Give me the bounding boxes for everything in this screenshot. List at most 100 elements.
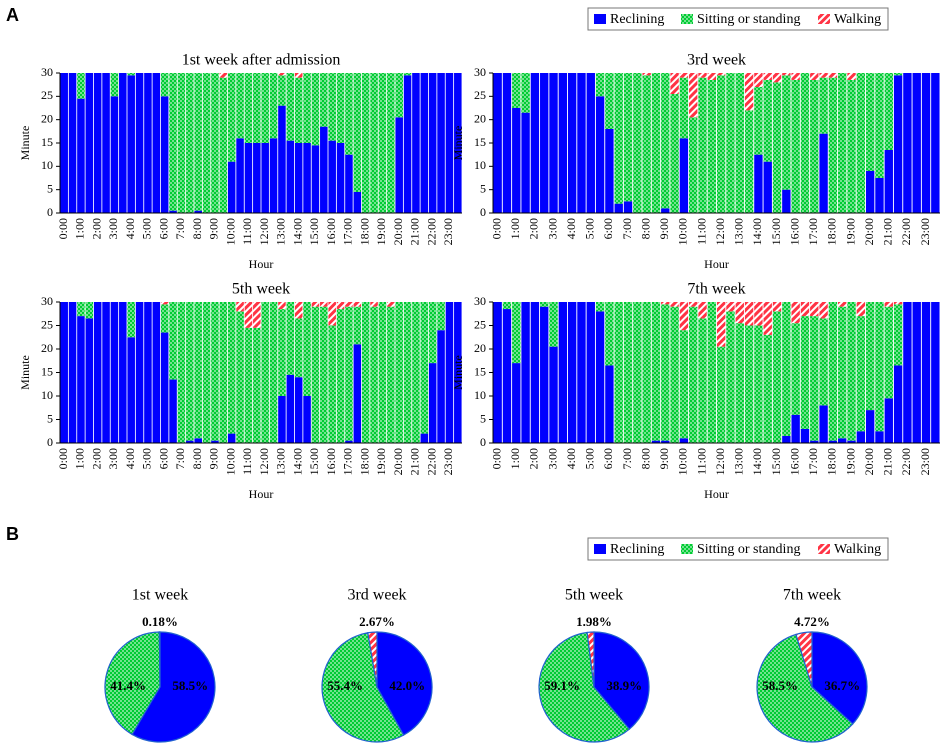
bar-segment bbox=[169, 302, 177, 380]
y-tick-label: 30 bbox=[474, 65, 486, 79]
bar-segment bbox=[810, 302, 819, 317]
y-tick-label: 10 bbox=[474, 388, 486, 402]
bar-segment bbox=[763, 302, 772, 335]
bar-segment bbox=[530, 302, 540, 443]
x-tick-label: 0:00 bbox=[489, 448, 503, 469]
x-tick-label: 17:00 bbox=[341, 448, 355, 475]
legend-swatch bbox=[818, 544, 830, 554]
bar-segment bbox=[428, 73, 437, 213]
chart-title: 3rd week bbox=[687, 52, 746, 69]
bar-segment bbox=[77, 98, 85, 213]
bar-segment bbox=[253, 73, 261, 143]
x-tick-label: 12:00 bbox=[713, 448, 727, 475]
y-axis-label: Minute bbox=[451, 355, 465, 390]
x-tick-label: 5:00 bbox=[583, 448, 597, 469]
x-tick-label: 10:00 bbox=[223, 448, 237, 475]
bar-segment bbox=[856, 316, 866, 432]
bar-segment bbox=[595, 96, 605, 213]
bar-segment bbox=[437, 330, 445, 443]
y-tick-label: 10 bbox=[41, 158, 53, 172]
x-tick-label: 3:00 bbox=[545, 448, 559, 469]
bar-segment bbox=[698, 73, 707, 78]
bar-segment bbox=[127, 337, 135, 443]
bar-segment bbox=[160, 302, 169, 305]
y-tick-label: 25 bbox=[474, 317, 486, 331]
bar-segment bbox=[847, 80, 856, 213]
x-tick-label: 15:00 bbox=[769, 448, 783, 475]
bar-segment bbox=[194, 73, 202, 211]
bar-segment bbox=[512, 302, 521, 364]
bar-segment bbox=[227, 73, 236, 162]
bar-segment bbox=[336, 309, 345, 443]
legend-label: Reclining bbox=[610, 542, 664, 557]
bar-segment bbox=[286, 302, 295, 375]
x-axis-label: Hour bbox=[249, 487, 274, 501]
x-tick-label: 6:00 bbox=[156, 218, 170, 239]
x-tick-label: 14:00 bbox=[750, 218, 764, 245]
bar-segment bbox=[127, 75, 135, 213]
bar-segment bbox=[311, 145, 320, 213]
bar-segment bbox=[772, 82, 782, 213]
legend-label: Reclining bbox=[610, 12, 664, 27]
bar-segment bbox=[763, 80, 772, 162]
data-label: 55.4% bbox=[327, 678, 363, 693]
bar-segment bbox=[856, 73, 866, 213]
bar-segment bbox=[623, 201, 633, 213]
bar-segment bbox=[549, 302, 558, 347]
x-tick-label: 6:00 bbox=[601, 218, 615, 239]
data-label: 0.18% bbox=[142, 614, 178, 629]
bar-segment bbox=[437, 73, 445, 213]
x-tick-label: 8:00 bbox=[190, 448, 204, 469]
x-tick-label: 19:00 bbox=[843, 218, 857, 245]
bar-segment bbox=[763, 161, 772, 213]
x-tick-label: 18:00 bbox=[825, 448, 839, 475]
x-tick-label: 2:00 bbox=[89, 218, 103, 239]
bar-segment bbox=[856, 302, 866, 317]
bar-segment bbox=[294, 143, 303, 213]
bar-segment bbox=[782, 435, 791, 443]
bar-segment bbox=[716, 346, 726, 443]
bar-segment bbox=[294, 302, 303, 319]
x-tick-label: 16:00 bbox=[324, 448, 338, 475]
x-tick-label: 11:00 bbox=[240, 218, 254, 245]
bar-segment bbox=[160, 96, 169, 213]
bar-segment bbox=[303, 143, 311, 213]
x-tick-label: 23:00 bbox=[918, 448, 932, 475]
bar-segment bbox=[642, 75, 651, 213]
bar-segment bbox=[194, 438, 202, 443]
data-label: 38.9% bbox=[606, 678, 642, 693]
bar-segment bbox=[549, 346, 558, 443]
bar-segment bbox=[286, 374, 295, 443]
bar-segment bbox=[819, 133, 828, 213]
bar-segment bbox=[144, 73, 152, 213]
bar-segment bbox=[294, 77, 303, 143]
bar-segment bbox=[865, 302, 875, 411]
bar-segment bbox=[127, 73, 135, 76]
bar-segment bbox=[689, 117, 698, 213]
bar-segment bbox=[77, 73, 85, 99]
x-tick-label: 19:00 bbox=[374, 448, 388, 475]
bar-segment bbox=[169, 210, 177, 213]
bar-segment bbox=[110, 302, 119, 443]
x-tick-label: 10:00 bbox=[676, 218, 690, 245]
bar-segment bbox=[884, 398, 893, 443]
x-tick-label: 18:00 bbox=[357, 448, 371, 475]
y-tick-label: 15 bbox=[41, 135, 53, 149]
bar-segment bbox=[328, 73, 336, 141]
bar-segment bbox=[838, 73, 847, 213]
bar-segment bbox=[445, 302, 454, 443]
bar-segment bbox=[875, 178, 884, 213]
bar-segment bbox=[875, 302, 884, 432]
bar-segment bbox=[85, 73, 94, 213]
chart-title: 1st week after admission bbox=[182, 52, 341, 69]
bar-segment bbox=[810, 73, 819, 80]
bar-segment bbox=[454, 73, 462, 213]
x-tick-label: 9:00 bbox=[207, 448, 221, 469]
bar-segment bbox=[68, 302, 77, 443]
x-tick-label: 0:00 bbox=[489, 218, 503, 239]
bar-segment bbox=[420, 73, 429, 213]
bar-segment bbox=[110, 96, 119, 213]
bar-segment bbox=[800, 428, 810, 443]
bar-segment bbox=[370, 306, 378, 443]
bar-segment bbox=[286, 140, 295, 213]
